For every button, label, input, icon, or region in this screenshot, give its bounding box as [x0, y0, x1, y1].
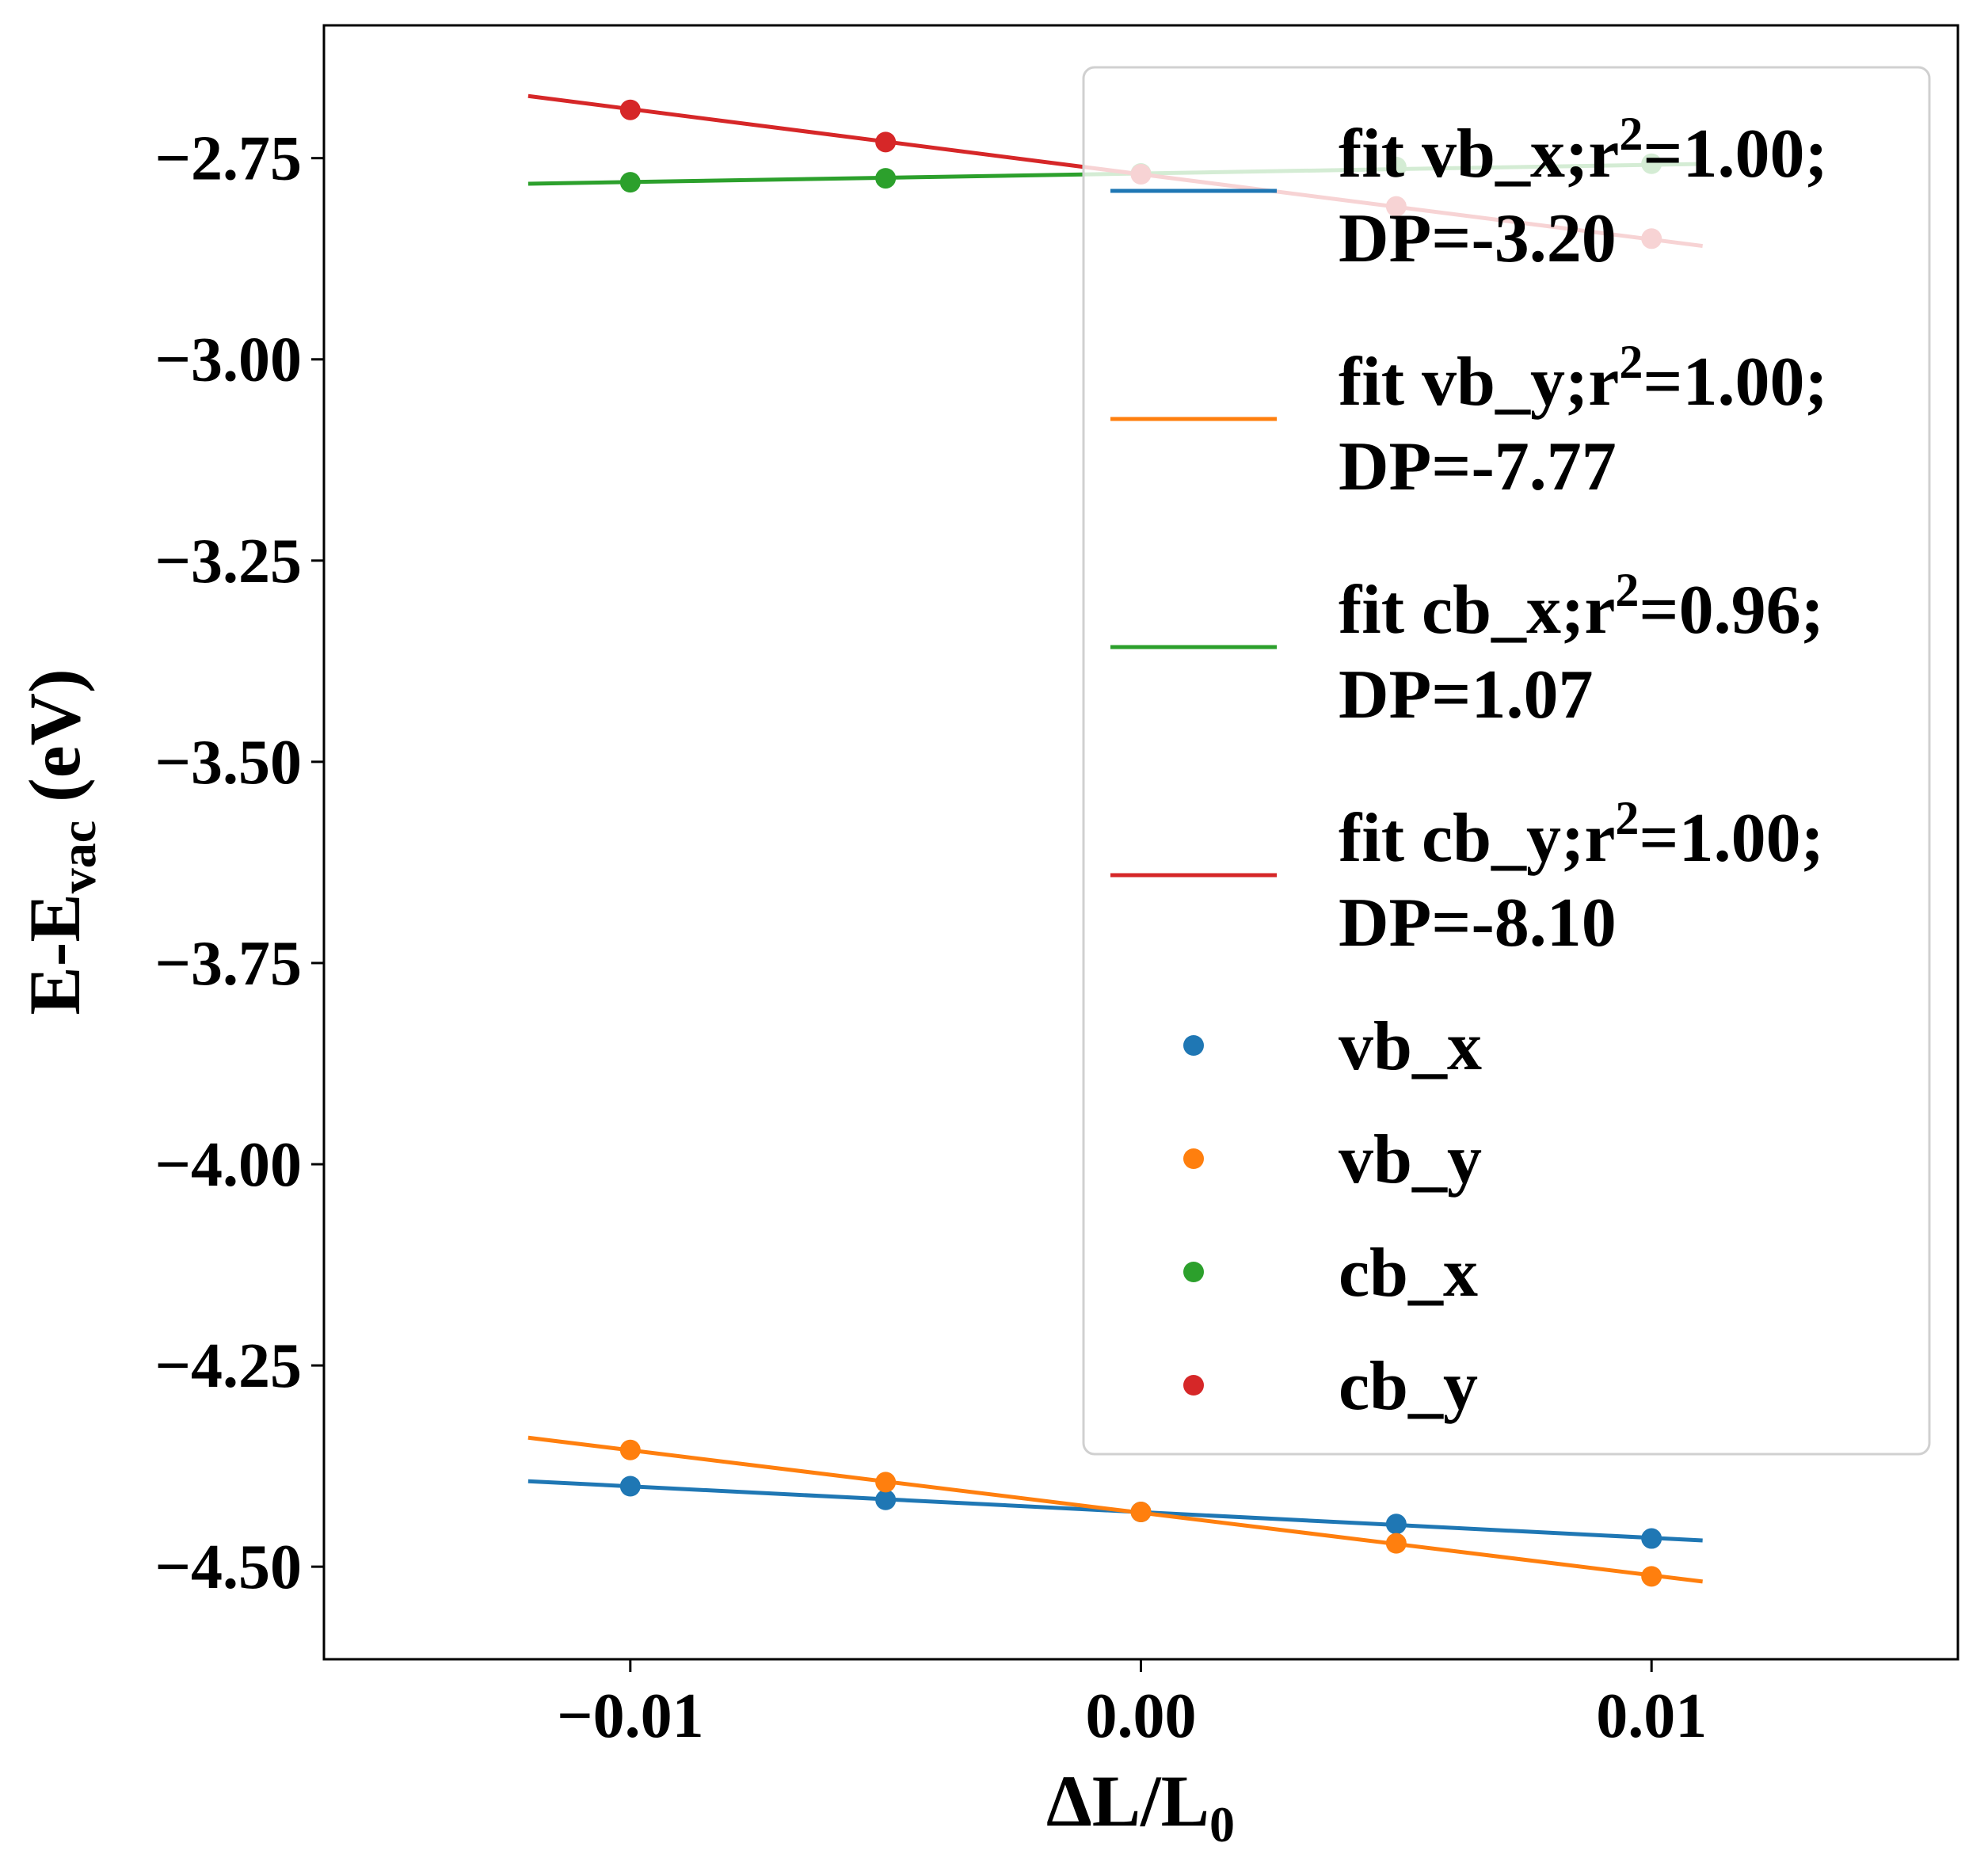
legend-fit-label-cb_x: fit cb_x;r2=0.96; [1339, 564, 1824, 649]
y-axis-label: E-Evac (eV) [14, 668, 106, 1015]
data-point-cb_x [619, 172, 641, 193]
legend-marker-cb_x [1183, 1262, 1204, 1282]
y-tick-label: −3.75 [154, 929, 302, 999]
y-tick-label: −4.00 [154, 1130, 302, 1200]
legend-fit-dp-cb_y: DP=-8.10 [1339, 885, 1617, 961]
x-tick-label: −0.01 [557, 1681, 704, 1751]
legend-fit-dp-vb_x: DP=-3.20 [1339, 200, 1617, 277]
data-point-vb_x [1641, 1528, 1662, 1549]
y-tick-label: −3.25 [154, 527, 302, 596]
legend-marker-label-cb_y: cb_y [1339, 1348, 1478, 1425]
data-point-cb_y [619, 99, 641, 120]
y-tick-label: −3.00 [154, 326, 302, 395]
data-point-vb_y [875, 1472, 897, 1493]
x-axis-label: ΔL/L0 [1046, 1761, 1235, 1852]
data-point-vb_y [1130, 1502, 1152, 1523]
data-point-vb_x [619, 1476, 641, 1497]
legend-fit-label-cb_y: fit cb_y;r2=1.00; [1339, 792, 1824, 877]
y-tick-label: −4.25 [154, 1331, 302, 1401]
legend: fit vb_x;r2=1.00; DP=-3.20 fit vb_y;r2=1.0… [1082, 66, 1931, 1456]
data-point-vb_x [875, 1489, 897, 1510]
data-point-vb_y [1385, 1533, 1407, 1554]
legend-marker-label-vb_x: vb_x [1339, 1008, 1482, 1085]
legend-marker-label-cb_x: cb_x [1339, 1235, 1478, 1312]
legend-fit-label-vb_y: fit vb_y;r2=1.00; [1339, 336, 1828, 421]
y-tick-label: −2.75 [154, 124, 302, 194]
data-point-vb_y [619, 1439, 641, 1460]
data-point-vb_y [1641, 1566, 1662, 1587]
data-point-cb_y [875, 131, 897, 153]
legend-box [1082, 66, 1931, 1456]
legend-fit-dp-cb_x: DP=1.07 [1339, 657, 1593, 733]
axes: −0.01 0.00 0.01 −2.75 −3.00 −3.25 −3.50 −3.75 −4… [154, 124, 1707, 1751]
y-tick-label: −4.50 [154, 1533, 302, 1602]
legend-marker-vb_x [1183, 1035, 1204, 1056]
x-tick-label: 0.00 [1086, 1681, 1197, 1751]
legend-marker-vb_y [1183, 1148, 1204, 1169]
legend-fit-dp-vb_y: DP=-7.77 [1339, 428, 1617, 505]
legend-fit-label-vb_x: fit vb_x;r2=1.00; [1339, 108, 1828, 192]
legend-marker-label-vb_y: vb_y [1339, 1121, 1482, 1198]
y-tick-label: −3.50 [154, 728, 302, 798]
data-point-cb_x [875, 168, 897, 189]
fit-line-vb_y [527, 1435, 1703, 1584]
legend-marker-cb_y [1183, 1375, 1204, 1396]
data-point-vb_x [1385, 1514, 1407, 1535]
x-tick-label: 0.01 [1596, 1681, 1707, 1751]
